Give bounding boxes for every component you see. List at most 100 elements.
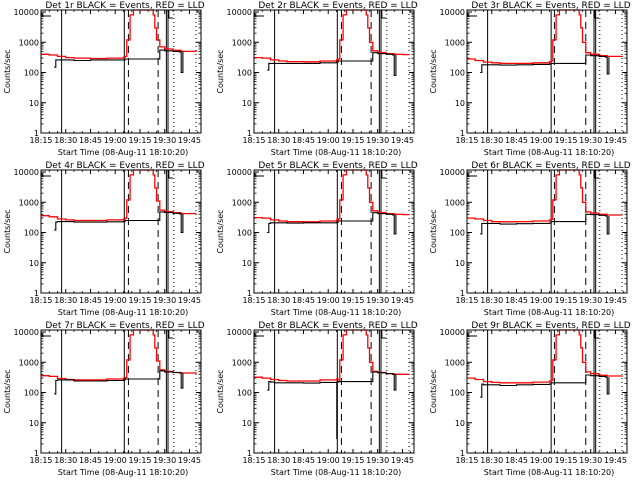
chart-title: Det 2r BLACK = Events, RED = LLD xyxy=(258,1,417,11)
y-axis-label: Counts/sec xyxy=(3,369,12,413)
x-tick-label: 18:15 xyxy=(455,456,478,465)
x-axis-label: Start Time (08-Aug-11 18:10:20) xyxy=(271,148,402,157)
chart-title: Det 1r BLACK = Events, RED = LLD xyxy=(45,1,204,11)
chart-title: Det 6r BLACK = Events, RED = LLD xyxy=(471,161,630,171)
chart-title: Det 5r BLACK = Events, RED = LLD xyxy=(258,161,417,171)
x-tick-label: 19:30 xyxy=(366,136,389,145)
x-tick-label: 18:45 xyxy=(505,136,528,145)
y-axis-label: Counts/sec xyxy=(216,209,225,253)
x-tick-label: 19:30 xyxy=(366,456,389,465)
x-tick-label: 19:30 xyxy=(366,296,389,305)
chart-title: Det 8r BLACK = Events, RED = LLD xyxy=(258,321,417,331)
detector-panel-6: Det 6r BLACK = Events, RED = LLD Counts/s… xyxy=(426,160,639,320)
y-tick-label: 10 xyxy=(29,99,39,108)
y-tick-label: 10 xyxy=(242,99,252,108)
plot-frame xyxy=(253,169,415,294)
series-events-line xyxy=(54,211,184,234)
x-axis-label: Start Time (08-Aug-11 18:10:20) xyxy=(271,308,402,317)
y-tick-label: 100 xyxy=(450,389,465,398)
saturation-marker xyxy=(41,13,51,17)
y-tick-label: 10 xyxy=(455,259,465,268)
y-tick-label: 1000 xyxy=(19,38,39,47)
x-tick-label: 18:15 xyxy=(242,136,265,145)
saturation-marker xyxy=(467,13,477,17)
y-axis-label: Counts/sec xyxy=(429,49,438,93)
series-events-line xyxy=(267,371,397,440)
x-tick-label: 19:30 xyxy=(579,296,602,305)
x-tick-label: 18:45 xyxy=(79,456,102,465)
series-events-line xyxy=(480,213,610,235)
y-tick-label: 1 xyxy=(247,449,252,458)
detector-chart-1: Det 1r BLACK = Events, RED = LLD Counts/s… xyxy=(3,1,205,157)
y-axis-label: Counts/sec xyxy=(429,209,438,253)
plot-frame xyxy=(466,329,628,454)
y-tick-label: 100 xyxy=(24,229,39,238)
y-tick-label: 1000 xyxy=(232,38,252,47)
x-tick-label: 19:45 xyxy=(391,456,414,465)
detector-panel-4: Det 4r BLACK = Events, RED = LLD Counts/s… xyxy=(0,160,213,320)
y-tick-label: 1 xyxy=(247,129,252,138)
y-tick-label: 1 xyxy=(460,449,465,458)
y-tick-label: 1000 xyxy=(232,198,252,207)
y-tick-label: 1 xyxy=(34,129,39,138)
saturation-marker xyxy=(254,333,264,337)
series-lld-line xyxy=(467,329,623,384)
y-tick-label: 10 xyxy=(242,419,252,428)
saturation-marker xyxy=(594,170,599,179)
series-events-line xyxy=(480,54,610,75)
detector-chart-4: Det 4r BLACK = Events, RED = LLD Counts/s… xyxy=(3,161,205,317)
x-tick-label: 18:45 xyxy=(505,456,528,465)
x-tick-label: 18:15 xyxy=(29,296,52,305)
x-axis-label: Start Time (08-Aug-11 18:10:20) xyxy=(484,468,615,477)
x-tick-label: 19:15 xyxy=(554,456,577,465)
plot-frame xyxy=(466,9,628,134)
y-tick-label: 10000 xyxy=(440,8,465,17)
x-tick-label: 18:45 xyxy=(292,456,315,465)
series-lld-line xyxy=(41,169,197,222)
saturation-marker xyxy=(168,170,173,179)
y-tick-label: 10000 xyxy=(440,168,465,177)
plot-frame xyxy=(40,169,202,294)
x-tick-label: 19:30 xyxy=(153,456,176,465)
x-tick-label: 19:00 xyxy=(104,136,127,145)
series-lld-line xyxy=(467,169,623,223)
x-axis-label: Start Time (08-Aug-11 18:10:20) xyxy=(58,308,189,317)
y-tick-label: 100 xyxy=(237,389,252,398)
y-tick-label: 1000 xyxy=(445,38,465,47)
y-tick-label: 10 xyxy=(29,259,39,268)
y-tick-label: 10000 xyxy=(227,168,252,177)
y-tick-label: 10000 xyxy=(14,8,39,17)
y-axis-label: Counts/sec xyxy=(3,209,12,253)
saturation-marker xyxy=(41,333,51,337)
x-tick-label: 19:45 xyxy=(178,296,201,305)
y-tick-label: 1000 xyxy=(19,358,39,367)
x-tick-label: 18:15 xyxy=(455,296,478,305)
detector-chart-9: Det 9r BLACK = Events, RED = LLD Counts/s… xyxy=(429,321,631,477)
saturation-marker xyxy=(254,13,264,17)
series-events-line xyxy=(480,374,610,398)
x-tick-label: 18:30 xyxy=(480,296,503,305)
x-tick-label: 19:45 xyxy=(391,296,414,305)
detector-panel-7: Det 7r BLACK = Events, RED = LLD Counts/s… xyxy=(0,320,213,480)
x-tick-label: 19:15 xyxy=(128,456,151,465)
x-tick-label: 19:45 xyxy=(391,136,414,145)
detector-chart-8: Det 8r BLACK = Events, RED = LLD Counts/s… xyxy=(216,321,418,477)
saturation-marker xyxy=(381,170,386,179)
saturation-marker xyxy=(467,173,477,177)
chart-title: Det 3r BLACK = Events, RED = LLD xyxy=(471,1,630,11)
x-tick-label: 19:45 xyxy=(604,136,627,145)
x-tick-label: 18:45 xyxy=(292,296,315,305)
y-axis-label: Counts/sec xyxy=(216,49,225,93)
x-axis-label: Start Time (08-Aug-11 18:10:20) xyxy=(271,468,402,477)
detector-panel-1: Det 1r BLACK = Events, RED = LLD Counts/s… xyxy=(0,0,213,160)
x-tick-label: 19:15 xyxy=(128,136,151,145)
x-tick-label: 19:15 xyxy=(341,136,364,145)
chart-title: Det 9r BLACK = Events, RED = LLD xyxy=(471,321,630,331)
y-tick-label: 1000 xyxy=(445,198,465,207)
x-tick-label: 18:45 xyxy=(292,136,315,145)
series-events-line xyxy=(267,212,397,235)
y-tick-label: 10000 xyxy=(14,168,39,177)
x-tick-label: 18:30 xyxy=(480,456,503,465)
y-tick-label: 10000 xyxy=(227,328,252,337)
y-tick-label: 1 xyxy=(34,289,39,298)
